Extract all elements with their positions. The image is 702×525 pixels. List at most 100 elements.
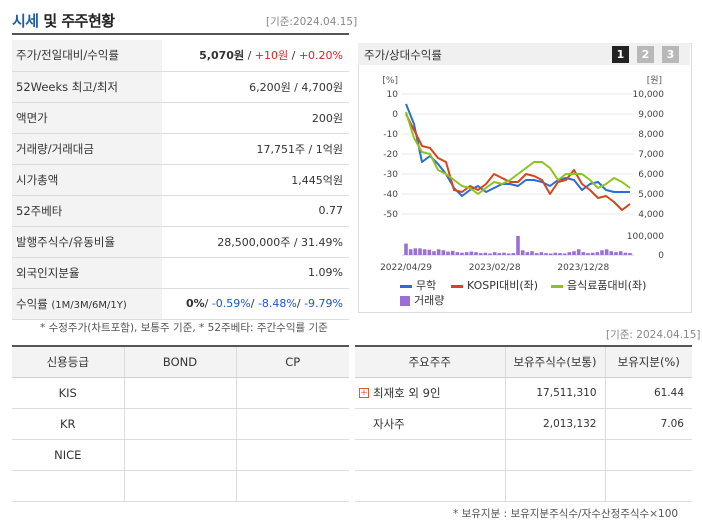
chart-axes: 10 10,000 0 9,000 -10 8,000 -20 7,000 -30 6,000 -4… — [380, 90, 664, 273]
info-label: 52Weeks 최고/최저 — [12, 71, 162, 103]
holder-pct: 7.06 — [604, 408, 692, 440]
info-label: 거래량/거래대금 — [12, 133, 162, 165]
info-value: 17,751주 / 1억원 — [162, 133, 349, 165]
info-row: 수익률 (1M/3M/6M/1Y) 0%/ -0.59%/ -8.48%/ -9… — [12, 288, 349, 320]
volume-bar — [576, 249, 581, 255]
left-tick-label: -50 — [383, 210, 398, 220]
left-tick-label: -20 — [383, 150, 398, 160]
volume-bar — [623, 252, 628, 255]
volume-bar — [553, 252, 558, 255]
info-row: 거래량/거래대금 17,751주 / 1억원 — [12, 133, 349, 165]
info-label: 외국인지분율 — [12, 257, 162, 289]
volume-bars — [404, 236, 632, 255]
volume-bar — [446, 251, 450, 255]
price-chart: [%] [원] 10 10,000 0 9,000 -10 8,000 -20 7,000 -3… — [380, 75, 664, 273]
info-value: 1.09% — [162, 257, 349, 289]
volume-bar — [427, 249, 432, 255]
chart-header-label: 주가/상대수익률 — [364, 48, 442, 62]
holder-pct — [604, 439, 692, 471]
right-tick-label: 6,000 — [638, 170, 664, 180]
volume-bar — [516, 236, 520, 255]
volume-bar — [530, 251, 534, 255]
table-row — [355, 439, 692, 471]
period-button-2[interactable]: 2 — [637, 46, 654, 63]
legend-swatch — [551, 284, 563, 288]
info-value: 6,200원 / 4,700원 — [162, 71, 349, 103]
legend-label: 음식료품대비(좌) — [567, 279, 647, 292]
series-line — [405, 113, 631, 211]
volume-bar — [562, 253, 567, 255]
left-axis-unit: [%] — [382, 76, 398, 86]
volume-bar — [497, 253, 502, 255]
right-tick-label: 9,000 — [638, 110, 664, 120]
return-3m: -0.59% — [211, 297, 251, 310]
volume-bar — [548, 253, 553, 255]
holder-pct — [604, 470, 692, 502]
holder-name: 최재호 외 9인 — [373, 385, 441, 400]
info-label: 수익률 (1M/3M/6M/1Y) — [12, 288, 162, 320]
series-lines — [405, 103, 631, 211]
credit-rating-table: 신용등급 BOND CP KIS KR NICE — [12, 347, 349, 502]
table-row: 자사주 2,013,132 7.06 — [355, 408, 692, 440]
base-date: [기준:2024.04.15] — [266, 16, 358, 28]
legend-swatch — [400, 284, 412, 288]
expand-icon[interactable]: + — [359, 388, 369, 398]
section-title-accent: 시세 — [12, 12, 39, 30]
holder-name — [355, 470, 505, 502]
volume-bar — [483, 252, 488, 255]
left-tick-label: 10 — [387, 90, 399, 100]
table-row: NICE — [12, 439, 349, 471]
period-button-3[interactable]: 3 — [662, 46, 679, 63]
volume-bar — [558, 253, 562, 255]
volume-bar — [534, 253, 539, 255]
volume-bar — [413, 248, 418, 255]
legend-label: KOSPI대비(좌) — [467, 279, 539, 292]
section-title-rest: 및 주주현황 — [38, 12, 115, 30]
volume-bar — [432, 251, 436, 255]
volume-bar — [581, 252, 586, 255]
volume-bar — [478, 253, 483, 255]
volume-bar — [441, 250, 446, 255]
volume-tick-label: 100,000 — [627, 232, 664, 242]
info-row: 외국인지분율 1.09% — [12, 257, 349, 289]
holder-name-cell[interactable]: + 최재호 외 9인 — [355, 377, 505, 409]
holders-header: 보유주식수(보통) — [504, 347, 605, 378]
price-rate: +0.20% — [298, 49, 343, 63]
volume-bar — [604, 249, 609, 255]
volume-bar — [436, 249, 441, 255]
volume-bar — [404, 243, 408, 255]
table-row — [12, 470, 349, 502]
volume-bar — [418, 248, 422, 255]
credit-cp — [235, 408, 349, 440]
legend-swatch — [400, 296, 410, 306]
volume-bar — [600, 250, 604, 255]
volume-bar — [455, 252, 460, 255]
series-line — [405, 111, 631, 195]
volume-bar — [511, 253, 516, 255]
volume-bar — [609, 251, 614, 255]
holders-divider — [355, 345, 692, 347]
volume-bar — [450, 250, 455, 255]
right-axis-unit: [원] — [647, 75, 662, 86]
credit-header: BOND — [123, 347, 236, 378]
title-divider — [12, 33, 349, 35]
legend-item-muhak: 무학 — [400, 277, 436, 293]
volume-tick-label: 0 — [658, 251, 664, 261]
volume-bar — [422, 249, 427, 255]
credit-divider — [12, 345, 349, 347]
holder-pct: 61.44 — [604, 377, 692, 409]
credit-header-row: 신용등급 BOND CP — [12, 347, 349, 378]
info-row: 발행주식수/유동비율 28,500,000주 / 31.49% — [12, 226, 349, 258]
credit-cp — [235, 439, 349, 471]
holder-shares — [504, 439, 605, 471]
volume-bar — [474, 252, 478, 255]
credit-bond — [123, 470, 236, 502]
volume-bar — [544, 253, 548, 255]
period-button-1[interactable]: 1 — [612, 46, 629, 63]
credit-agency: KIS — [12, 377, 124, 409]
holders-header: 보유지분(%) — [604, 347, 692, 378]
volume-bar — [572, 251, 576, 255]
return-1y: -9.79% — [304, 297, 343, 310]
credit-bond — [123, 408, 236, 440]
info-label: 액면가 — [12, 102, 162, 134]
